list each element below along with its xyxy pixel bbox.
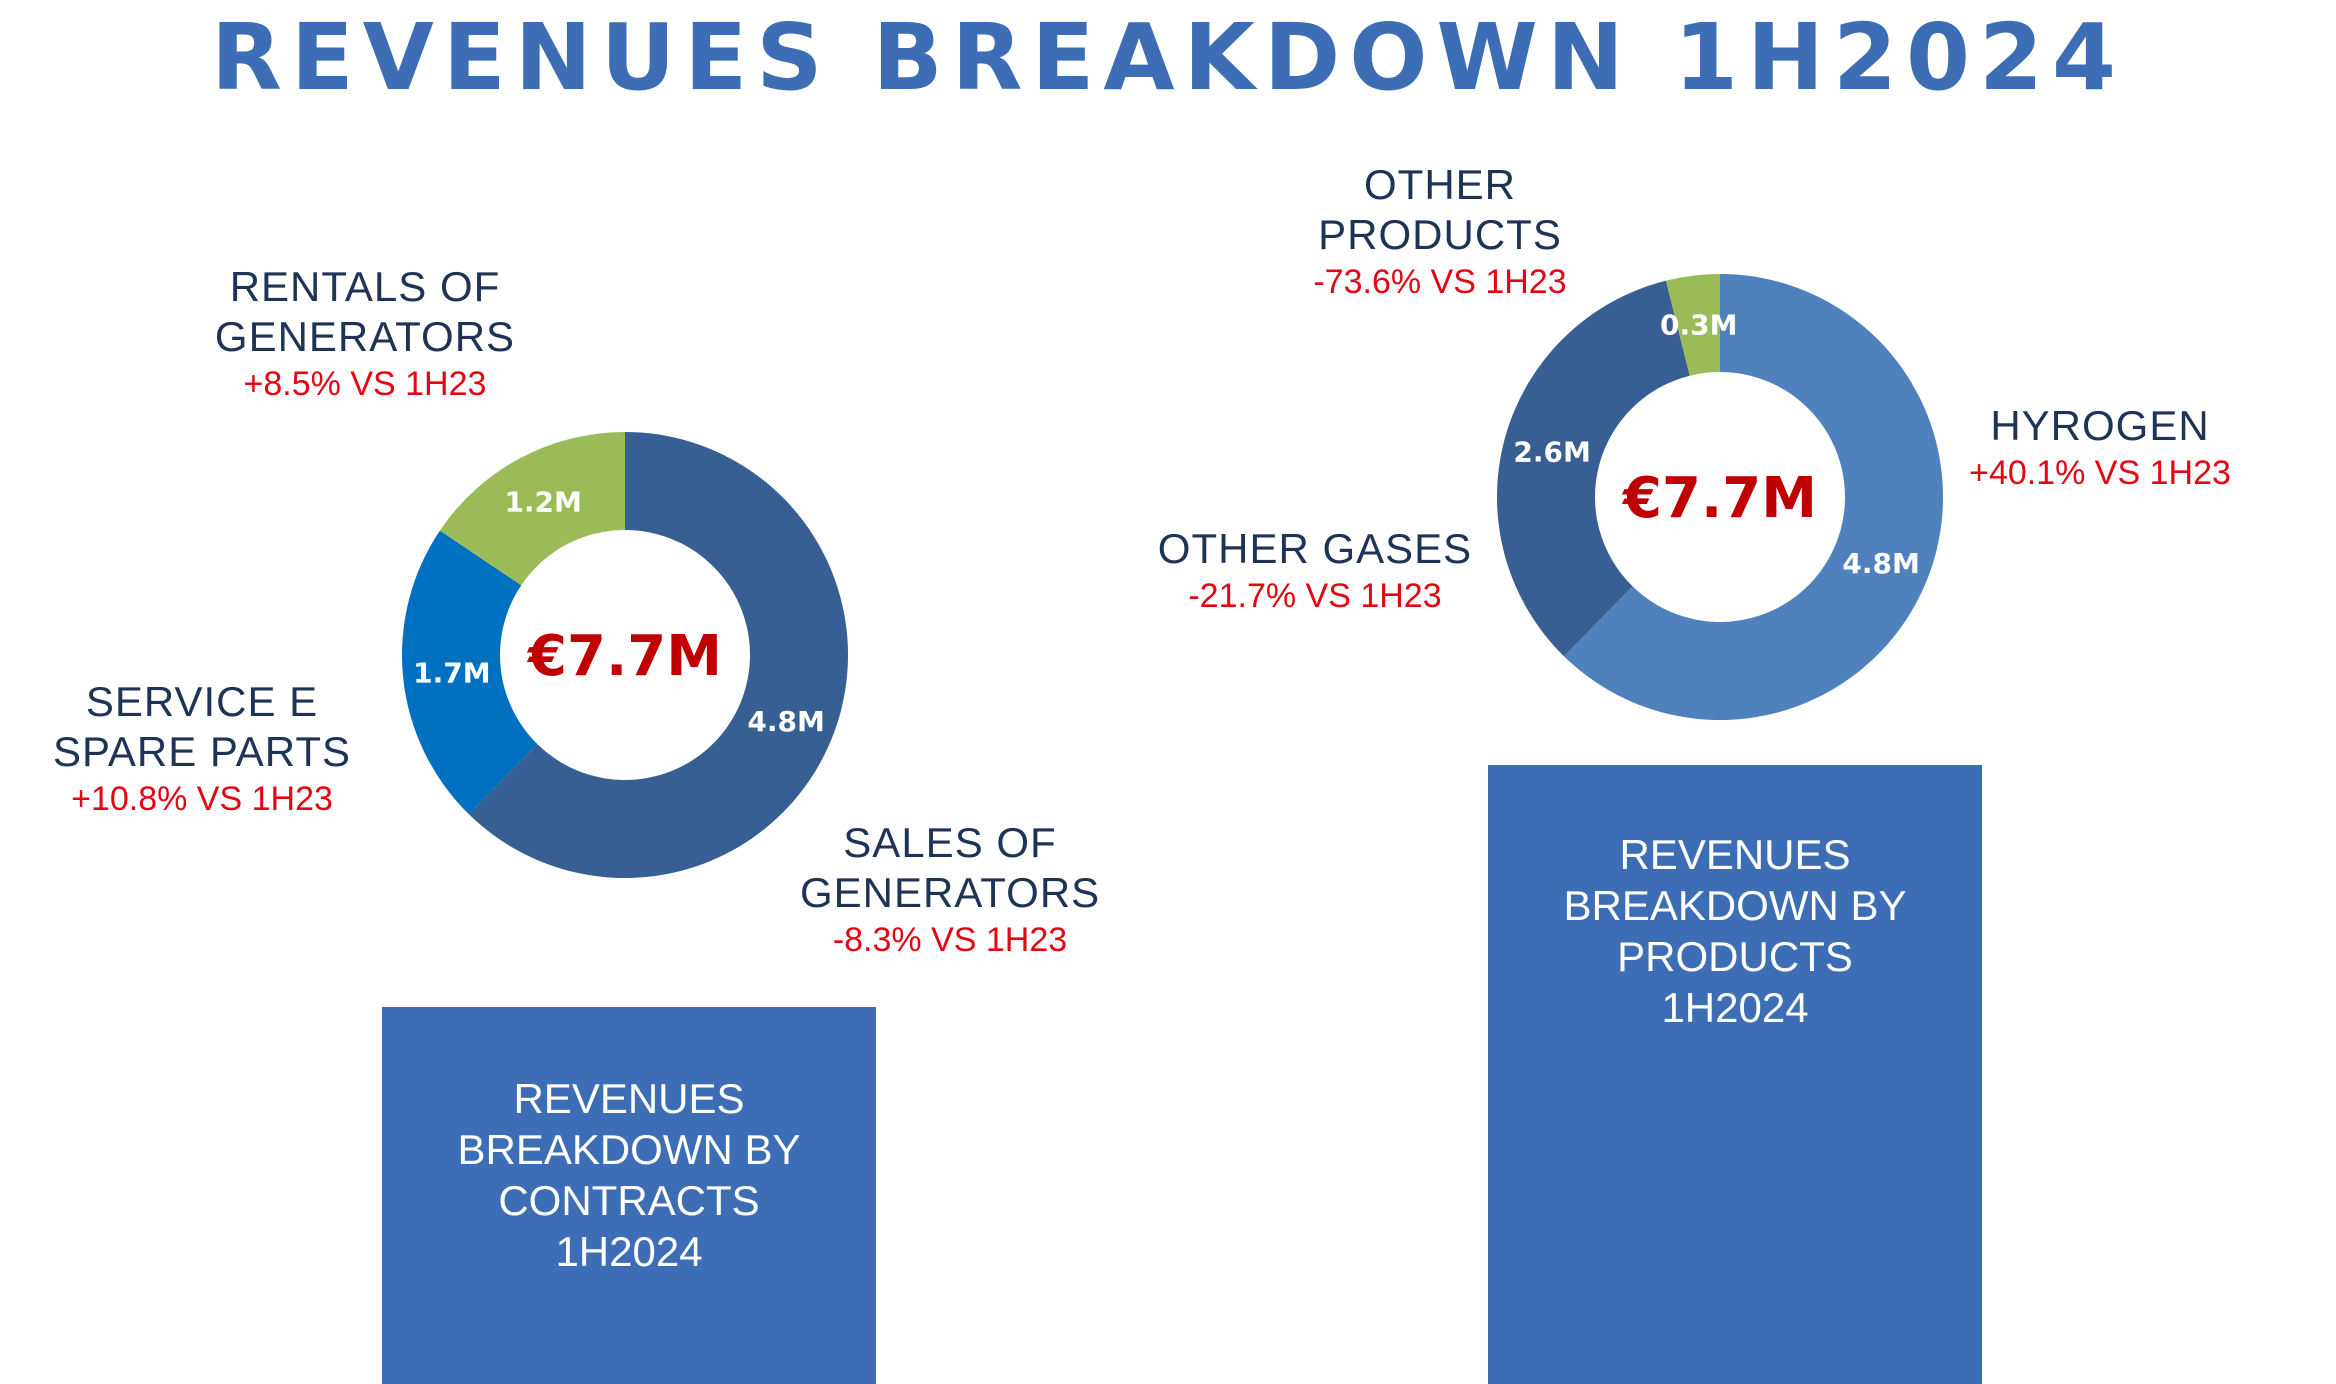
category-name: SERVICE E	[85, 678, 319, 725]
box-line: CONTRACTS	[498, 1177, 760, 1224]
category-delta: -73.6% VS 1H23	[1313, 263, 1567, 301]
category-other-gases: OTHER GASES -21.7% VS 1H23	[1155, 524, 1475, 618]
category-name: OTHER	[1364, 161, 1516, 208]
donut-chart-products: 4.8M 2.6M 0.3M €7.7M	[1497, 274, 1943, 720]
box-line: 1H2024	[555, 1228, 703, 1275]
category-delta: +10.8% VS 1H23	[71, 780, 333, 818]
donut-0-slice-label-1: 1.7M	[413, 657, 490, 690]
donut-0-slice-1	[402, 530, 538, 815]
category-sales-of-generators: SALES OF GENERATORS -8.3% VS 1H23	[800, 818, 1100, 962]
box-line: REVENUES	[1619, 831, 1851, 878]
page-title: REVENUES BREAKDOWN 1H2024	[210, 4, 2126, 111]
donut-1-slice-label-2: 0.3M	[1660, 308, 1737, 341]
category-name: PRODUCTS	[1318, 211, 1562, 258]
category-rentals-of-generators: RENTALS OF GENERATORS +8.5% VS 1H23	[200, 262, 530, 406]
category-name: GENERATORS	[800, 869, 1101, 916]
box-line: BREAKDOWN BY	[457, 1126, 801, 1173]
donut-1-slice-label-1: 2.6M	[1513, 435, 1590, 468]
donut-1-slice-2	[1665, 274, 1720, 376]
category-name: OTHER GASES	[1157, 525, 1473, 572]
category-name: RENTALS OF	[229, 263, 501, 310]
box-line: BREAKDOWN BY	[1563, 882, 1907, 929]
category-hyrogen: HYROGEN +40.1% VS 1H23	[1965, 401, 2235, 495]
category-name: HYROGEN	[1990, 402, 2210, 449]
category-service-spare-parts: SERVICE E SPARE PARTS +10.8% VS 1H23	[52, 677, 352, 821]
box-line: 1H2024	[1661, 984, 1809, 1031]
category-other-products: OTHER PRODUCTS -73.6% VS 1H23	[1290, 160, 1590, 304]
donut-0-center-total: €7.7M	[526, 624, 722, 689]
box-line: REVENUES	[513, 1075, 745, 1122]
donut-0-slice-label-2: 1.2M	[504, 485, 581, 518]
category-name: SPARE PARTS	[52, 728, 352, 775]
donut-1-center-total: €7.7M	[1621, 466, 1817, 531]
box-line: PRODUCTS	[1617, 933, 1853, 980]
contracts-caption-box: REVENUES BREAKDOWN BY CONTRACTS 1H2024	[382, 1007, 876, 1384]
donut-0-slice-2	[439, 432, 625, 586]
donut-0-slice-label-0: 4.8M	[747, 705, 824, 738]
donut-1-slice-0	[1563, 274, 1943, 720]
products-caption-box: REVENUES BREAKDOWN BY PRODUCTS 1H2024	[1488, 765, 1982, 1384]
donut-1-slice-label-0: 4.8M	[1842, 547, 1919, 580]
donut-chart-contracts: 4.8M 1.7M 1.2M €7.7M	[402, 432, 848, 878]
donut-0-slice-0	[468, 432, 848, 878]
category-delta: +40.1% VS 1H23	[1969, 454, 2231, 492]
category-name: SALES OF	[843, 819, 1057, 866]
category-delta: -21.7% VS 1H23	[1188, 577, 1442, 615]
category-name: GENERATORS	[214, 313, 516, 360]
donut-1-slice-1	[1497, 280, 1690, 657]
category-delta: +8.5% VS 1H23	[243, 365, 487, 403]
category-delta: -8.3% VS 1H23	[832, 921, 1068, 959]
